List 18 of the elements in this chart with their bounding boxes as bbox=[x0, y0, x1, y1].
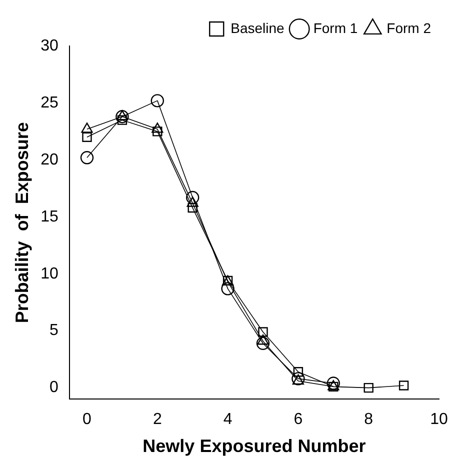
x-tick-label: 2 bbox=[152, 411, 162, 428]
y-tick-label: 0 bbox=[49, 379, 58, 396]
x-tick-label: 4 bbox=[223, 411, 232, 428]
y-tick-label: 20 bbox=[40, 151, 58, 168]
x-tick-label: 10 bbox=[430, 411, 448, 428]
x-tick-label: 8 bbox=[364, 411, 374, 428]
legend-label: Baseline bbox=[230, 20, 285, 36]
y-tick-label: 15 bbox=[40, 208, 58, 226]
legend-label: Form 2 bbox=[386, 20, 432, 36]
legend-label: Form 1 bbox=[313, 20, 358, 36]
y-tick-label: 5 bbox=[49, 322, 58, 340]
x-tick-label: 0 bbox=[82, 411, 92, 428]
y-tick-label: 10 bbox=[40, 265, 58, 282]
y-axis-title: Probaility of Exposure bbox=[12, 122, 32, 324]
y-tick-label: 25 bbox=[40, 94, 58, 112]
y-tick-label: 30 bbox=[40, 37, 58, 54]
x-tick-label: 6 bbox=[294, 411, 303, 428]
x-axis-title: Newly Exposured Number bbox=[142, 436, 366, 456]
